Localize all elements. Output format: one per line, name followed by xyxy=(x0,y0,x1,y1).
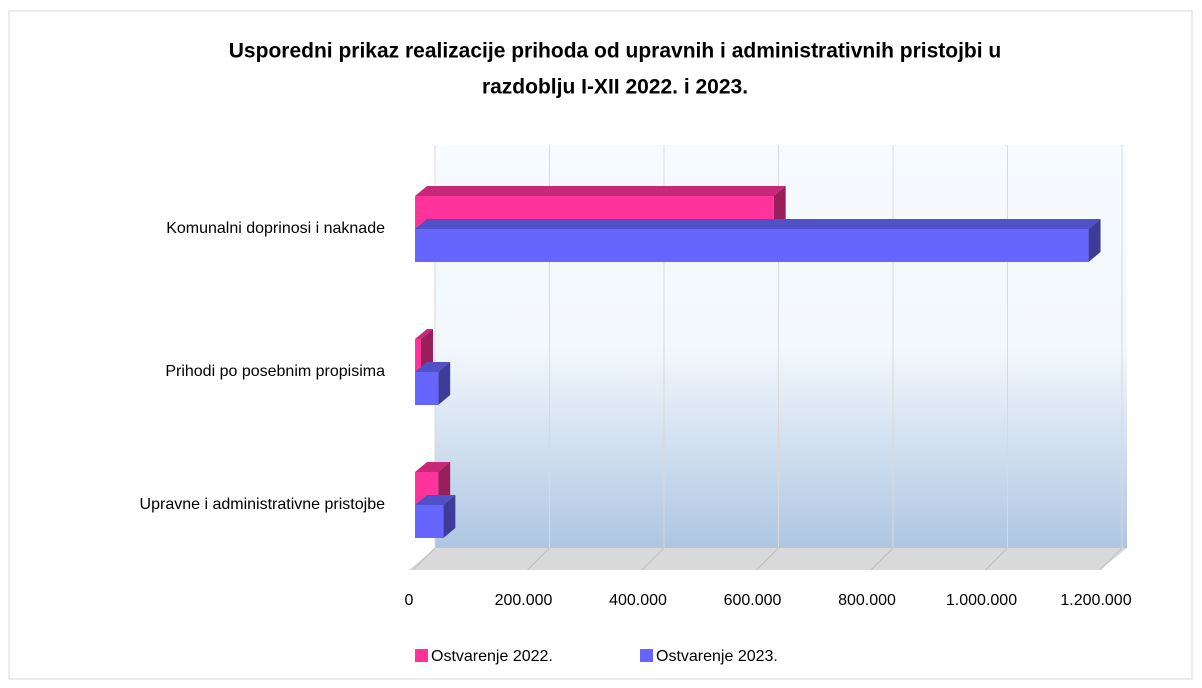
bar-top xyxy=(415,462,451,472)
floor-grid-line xyxy=(870,547,894,571)
x-tick-label: 200.000 xyxy=(495,592,553,609)
bar xyxy=(415,362,451,405)
bar-top xyxy=(415,329,434,339)
floor-grid-line xyxy=(1099,547,1123,571)
y-tick-label: Upravne i administrativne pristojbe xyxy=(140,496,386,513)
y-tick-label: Prihodi po posebnim propisima xyxy=(165,363,385,380)
x-tick-label: 1.000.000 xyxy=(946,592,1017,609)
bar-top xyxy=(415,495,456,505)
chart-title: Usporedni prikaz realizacije prihoda od … xyxy=(229,40,1001,63)
bar xyxy=(415,329,434,372)
bar-side xyxy=(438,462,451,505)
bar-front xyxy=(415,229,1089,262)
x-tick-label: 600.000 xyxy=(724,592,782,609)
legend-label: Ostvarenje 2022. xyxy=(431,648,553,665)
bar-side xyxy=(438,362,451,405)
bar-side xyxy=(421,329,434,372)
x-tick-label: 400.000 xyxy=(609,592,667,609)
floor-grid-line xyxy=(412,547,436,571)
x-tick-label: 1.200.000 xyxy=(1060,592,1131,609)
legend-label: Ostvarenje 2023. xyxy=(656,648,778,665)
bar-front xyxy=(415,339,422,372)
bar xyxy=(415,495,456,538)
chart-title: razdoblju I-XII 2022. i 2023. xyxy=(482,76,748,99)
x-tick-label: 0 xyxy=(405,592,414,609)
bar-front xyxy=(415,505,444,538)
bar-top xyxy=(415,219,1101,229)
y-tick-label: Komunalni doprinosi i naknade xyxy=(166,220,385,237)
floor-grid-line xyxy=(641,547,665,571)
floor-grid-line xyxy=(756,547,779,571)
bar-side xyxy=(443,495,456,538)
floor-grid-line xyxy=(527,547,550,571)
bar-top xyxy=(415,362,451,372)
floor-grid-line xyxy=(985,547,1008,571)
bar-top xyxy=(415,186,786,196)
x-tick-label: 800.000 xyxy=(838,592,896,609)
bar-side xyxy=(1088,219,1101,262)
legend-swatch xyxy=(640,649,653,662)
bar-side xyxy=(773,186,786,229)
bar-front xyxy=(415,372,439,405)
bar xyxy=(415,219,1101,262)
legend-swatch xyxy=(415,649,428,662)
